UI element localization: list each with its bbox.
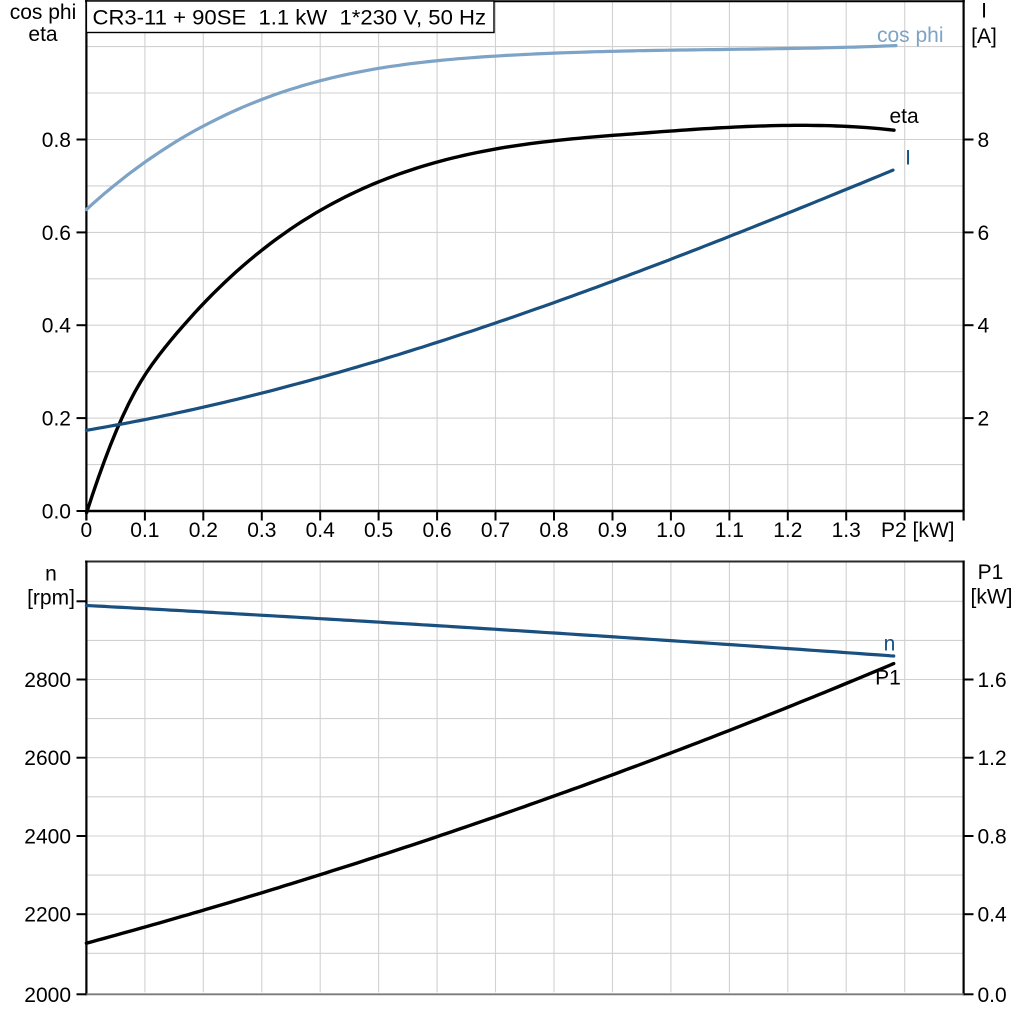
svg-text:I: I <box>905 147 911 170</box>
svg-text:0.3: 0.3 <box>247 519 276 542</box>
svg-text:1.2: 1.2 <box>978 747 1007 770</box>
svg-text:P1: P1 <box>875 667 901 690</box>
svg-text:CR3-11 + 90SE 1.1 kW 1*230 V: CR3-11 + 90SE 1.1 kW 1*230 V, 50 Hz <box>93 7 487 30</box>
svg-text:0.6: 0.6 <box>42 222 71 245</box>
svg-text:P2 [kW]: P2 [kW] <box>881 519 955 542</box>
svg-text:P1: P1 <box>978 561 1004 584</box>
svg-text:0.2: 0.2 <box>189 519 218 542</box>
svg-text:8: 8 <box>978 129 990 152</box>
svg-text:0.6: 0.6 <box>422 519 451 542</box>
svg-text:2400: 2400 <box>24 826 71 849</box>
svg-text:1.6: 1.6 <box>978 669 1007 692</box>
svg-text:[rpm]: [rpm] <box>27 587 75 610</box>
svg-text:0.8: 0.8 <box>539 519 568 542</box>
svg-text:1.0: 1.0 <box>656 519 685 542</box>
svg-text:0.8: 0.8 <box>42 129 71 152</box>
svg-text:0.1: 0.1 <box>130 519 159 542</box>
svg-text:I: I <box>981 0 987 23</box>
svg-text:eta: eta <box>890 105 920 128</box>
svg-text:2600: 2600 <box>24 747 71 770</box>
svg-text:6: 6 <box>978 222 990 245</box>
svg-text:1.2: 1.2 <box>773 519 802 542</box>
svg-text:2000: 2000 <box>24 984 71 1007</box>
svg-text:n: n <box>884 633 896 656</box>
svg-text:0.8: 0.8 <box>978 826 1007 849</box>
svg-text:0.4: 0.4 <box>306 519 336 542</box>
svg-text:[A]: [A] <box>971 25 997 48</box>
svg-text:eta: eta <box>28 23 58 46</box>
svg-text:[kW]: [kW] <box>971 586 1013 609</box>
svg-text:0.9: 0.9 <box>598 519 627 542</box>
svg-text:0.2: 0.2 <box>42 408 71 431</box>
svg-text:0: 0 <box>81 519 93 542</box>
svg-text:2800: 2800 <box>24 669 71 692</box>
svg-text:4: 4 <box>978 315 990 338</box>
svg-text:0.0: 0.0 <box>978 984 1007 1007</box>
svg-text:n: n <box>45 563 57 586</box>
svg-text:cos phi: cos phi <box>10 1 77 24</box>
svg-text:1.1: 1.1 <box>715 519 744 542</box>
svg-text:0.0: 0.0 <box>42 501 71 524</box>
svg-text:0.4: 0.4 <box>42 315 72 338</box>
svg-text:2200: 2200 <box>24 904 71 927</box>
svg-text:0.7: 0.7 <box>481 519 510 542</box>
svg-text:0.5: 0.5 <box>364 519 393 542</box>
svg-text:1.3: 1.3 <box>832 519 861 542</box>
svg-text:0.4: 0.4 <box>978 904 1008 927</box>
svg-text:2: 2 <box>978 408 990 431</box>
svg-text:cos phi: cos phi <box>877 24 944 47</box>
